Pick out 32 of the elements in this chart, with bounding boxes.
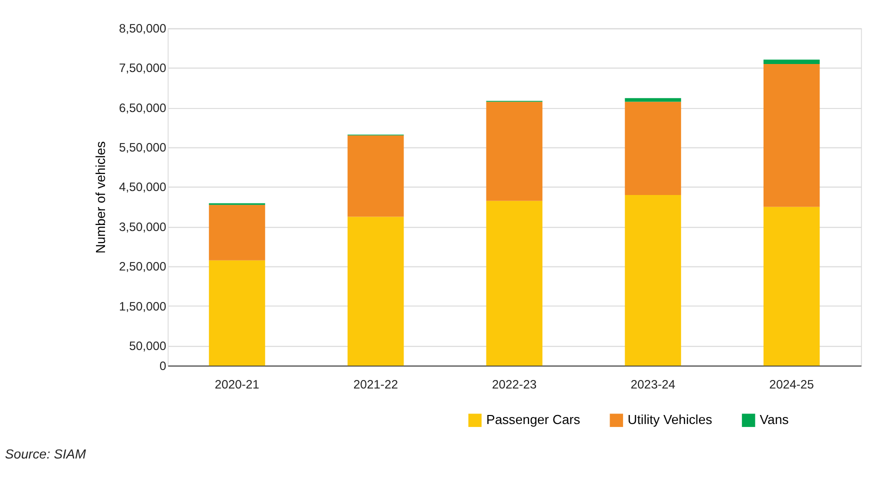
bar	[348, 216, 404, 366]
y-tick-label: 50,000	[129, 338, 167, 353]
y-tick-label: 2,50,000	[118, 260, 167, 274]
y-axis-title: Number of vehicles	[92, 140, 108, 254]
bar	[208, 204, 266, 260]
y-tick-label: 4,50,000	[118, 180, 167, 194]
bar	[764, 60, 820, 64]
x-tick-label: 2024-25	[769, 378, 814, 392]
bar	[764, 64, 820, 207]
bar	[486, 102, 542, 201]
source-note: Source: SIAM	[5, 446, 86, 462]
y-tick-label: 1,50,000	[118, 299, 167, 314]
bar	[624, 98, 682, 102]
x-tick-label: 2022-23	[492, 378, 537, 392]
bar	[624, 102, 682, 195]
y-tick-label: 7,50,000	[118, 61, 167, 76]
y-tick-label: 6,50,000	[118, 100, 167, 115]
y-tick-label: 8,50,000	[118, 22, 167, 36]
y-tick-label: 3,50,000	[118, 220, 167, 234]
legend-label: Vans	[760, 412, 790, 428]
bar	[764, 206, 820, 366]
legend-label: Passenger Cars	[486, 412, 581, 428]
bar	[348, 135, 404, 217]
x-tick-label: 2020-21	[214, 378, 260, 392]
bar	[486, 200, 542, 366]
x-tick-label: 2021-22	[353, 378, 398, 392]
bar	[624, 194, 682, 366]
y-tick-label: 5,50,000	[118, 140, 167, 155]
y-tick-label: 0	[160, 358, 167, 373]
bar	[208, 260, 266, 366]
x-tick-label: 2023-24	[630, 378, 676, 392]
legend-label: Utility Vehicles	[628, 412, 713, 428]
